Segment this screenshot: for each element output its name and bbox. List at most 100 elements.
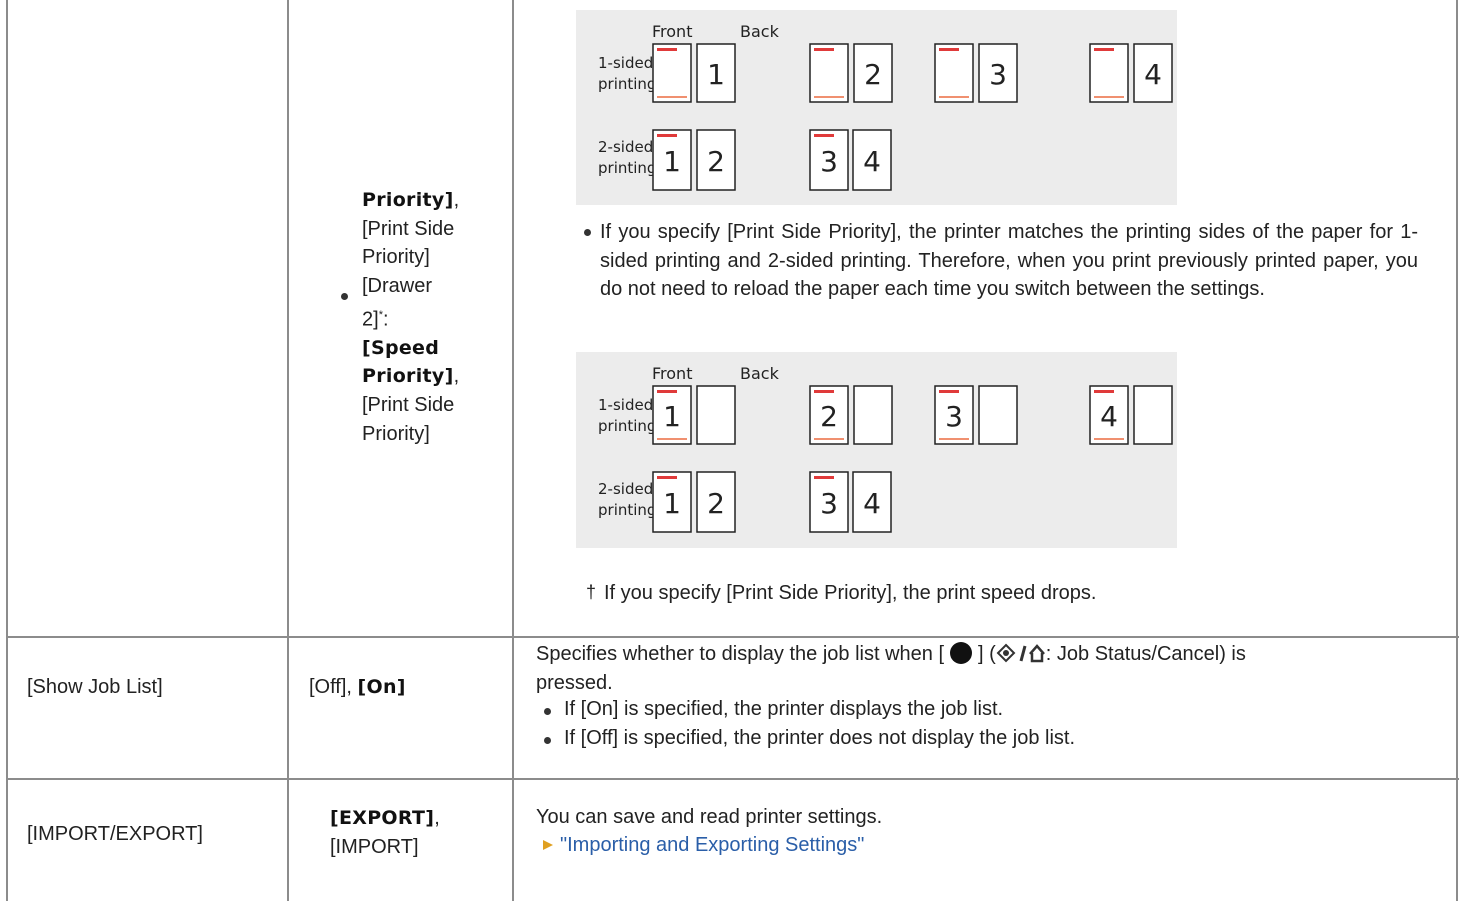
- top-edge: [657, 476, 677, 479]
- page-number: 1: [663, 400, 681, 433]
- page-number: 3: [820, 487, 838, 520]
- border: [1456, 0, 1458, 901]
- button-icon: [950, 642, 972, 664]
- text: Specifies whether to display the job lis…: [536, 643, 944, 665]
- separator: ,: [434, 807, 440, 829]
- page-number: 4: [1100, 400, 1118, 433]
- options: [Off], [On]: [309, 676, 406, 699]
- page: [809, 471, 849, 533]
- top-edge: [657, 390, 677, 393]
- job-icons: [996, 643, 1045, 663]
- default-option: [EXPORT]: [330, 807, 435, 829]
- page: [652, 129, 692, 191]
- link[interactable]: "Importing and Exporting Settings": [560, 834, 865, 856]
- page: [696, 385, 736, 445]
- top-edge: [939, 390, 959, 393]
- page-number: 2: [707, 487, 725, 520]
- page: [652, 385, 692, 445]
- note: If you specify [Print Side Priority], th…: [604, 582, 1097, 604]
- top-edge: [1094, 390, 1114, 393]
- top-edge: [939, 48, 959, 51]
- page: [934, 385, 974, 445]
- row-label: 1-sided: [598, 54, 653, 72]
- top-edge: [814, 476, 834, 479]
- top-edge: [814, 390, 834, 393]
- bullet-text: If [Off] is specified, the printer does …: [564, 727, 1076, 749]
- bottom-edge: [814, 438, 844, 440]
- page: [852, 471, 892, 533]
- bottom-edge: [657, 438, 687, 440]
- page-number: 3: [945, 400, 963, 433]
- row-label: printing: [598, 159, 656, 177]
- page-number: 1: [707, 58, 725, 91]
- row-label: printing: [598, 75, 656, 93]
- page-number: 3: [820, 145, 838, 178]
- page: [809, 43, 849, 103]
- border: [287, 0, 289, 901]
- column-header: Front: [652, 22, 692, 41]
- page-number: 1: [663, 145, 681, 178]
- page: [934, 43, 974, 103]
- page-number: 4: [1144, 58, 1162, 91]
- option: [Off]: [309, 676, 347, 698]
- bullet: [544, 737, 551, 744]
- separator: ,: [346, 676, 352, 698]
- separator: ,: [453, 365, 460, 388]
- page: [652, 43, 692, 103]
- link-arrow: [543, 840, 553, 850]
- page: [696, 43, 736, 103]
- top-edge: [814, 134, 834, 137]
- page-number: 2: [820, 400, 838, 433]
- page: [853, 385, 893, 445]
- options: [Drawer 2]*: [Speed Priority], [Print Si…: [362, 272, 480, 448]
- column-header: Back: [740, 364, 780, 383]
- page: [1089, 385, 1129, 445]
- row-label: printing: [598, 501, 656, 519]
- note-mark: †: [586, 582, 597, 602]
- default-option: Priority]: [362, 189, 454, 211]
- page: [696, 129, 736, 191]
- page-number: 1: [663, 487, 681, 520]
- option: [Print Side Priority]: [362, 217, 455, 269]
- setting: [IMPORT/EXPORT]: [27, 823, 203, 845]
- bottom-edge: [1094, 438, 1124, 440]
- page-number: 2: [707, 145, 725, 178]
- bullet: [584, 229, 591, 236]
- bottom-edge: [1094, 96, 1124, 98]
- top-edge: [1094, 48, 1114, 51]
- options: Priority], [Print Side Priority]: [362, 186, 480, 272]
- page: [1133, 43, 1173, 103]
- page-number: 4: [863, 487, 881, 520]
- border: [6, 636, 1459, 638]
- page: [809, 129, 849, 191]
- bullet: [544, 708, 551, 715]
- bullet-text: If you specify [Print Side Priority], th…: [600, 221, 1418, 301]
- text: : Job Status/Cancel) is pressed.: [536, 643, 1246, 694]
- top-edge: [657, 134, 677, 137]
- page-number: 4: [863, 145, 881, 178]
- page-number: 3: [989, 58, 1007, 91]
- row-label: 2-sided: [598, 480, 653, 498]
- description: You can save and read printer settings.: [536, 806, 883, 828]
- options: [EXPORT], [IMPORT]: [330, 804, 440, 861]
- row-label: 1-sided: [598, 396, 653, 414]
- bottom-edge: [939, 438, 969, 440]
- border: [6, 778, 1459, 780]
- option: [IMPORT]: [330, 835, 419, 858]
- page: [696, 471, 736, 533]
- top-edge: [814, 48, 834, 51]
- option: [Print Side Priority]: [362, 394, 455, 445]
- description: Specifies whether to display the job lis…: [536, 640, 1306, 697]
- drawer-label: [Drawer 2]: [362, 275, 433, 331]
- bullet-text: If [On] is specified, the printer displa…: [564, 698, 1004, 720]
- column-header: Back: [740, 22, 780, 41]
- bottom-edge: [814, 96, 844, 98]
- footnote-mark: *: [378, 308, 383, 321]
- bullet: [341, 293, 348, 300]
- row-label: printing: [598, 417, 656, 435]
- separator: ,: [453, 189, 460, 211]
- top-edge: [657, 48, 677, 51]
